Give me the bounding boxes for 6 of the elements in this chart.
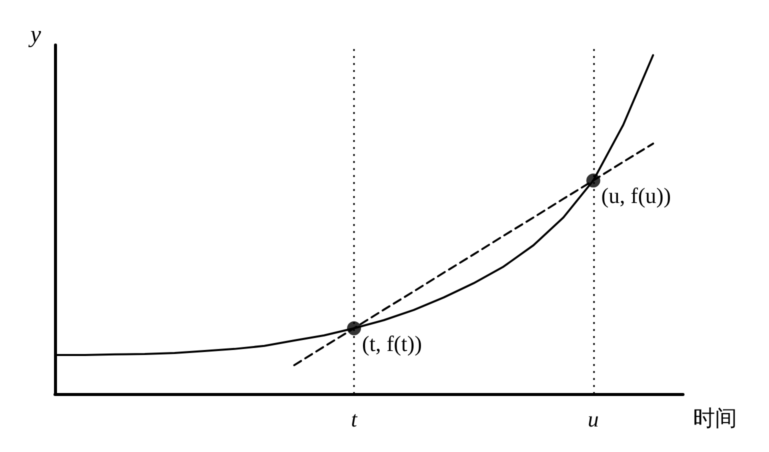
annotation: (u, f(u)) — [601, 183, 671, 208]
annotation: (t, f(t)) — [362, 330, 422, 356]
x-tick-label: t — [350, 406, 358, 432]
x-tick-label: u — [588, 406, 599, 432]
x-axis-title: 时间 — [693, 406, 737, 432]
y-axis-title: y — [28, 22, 42, 48]
